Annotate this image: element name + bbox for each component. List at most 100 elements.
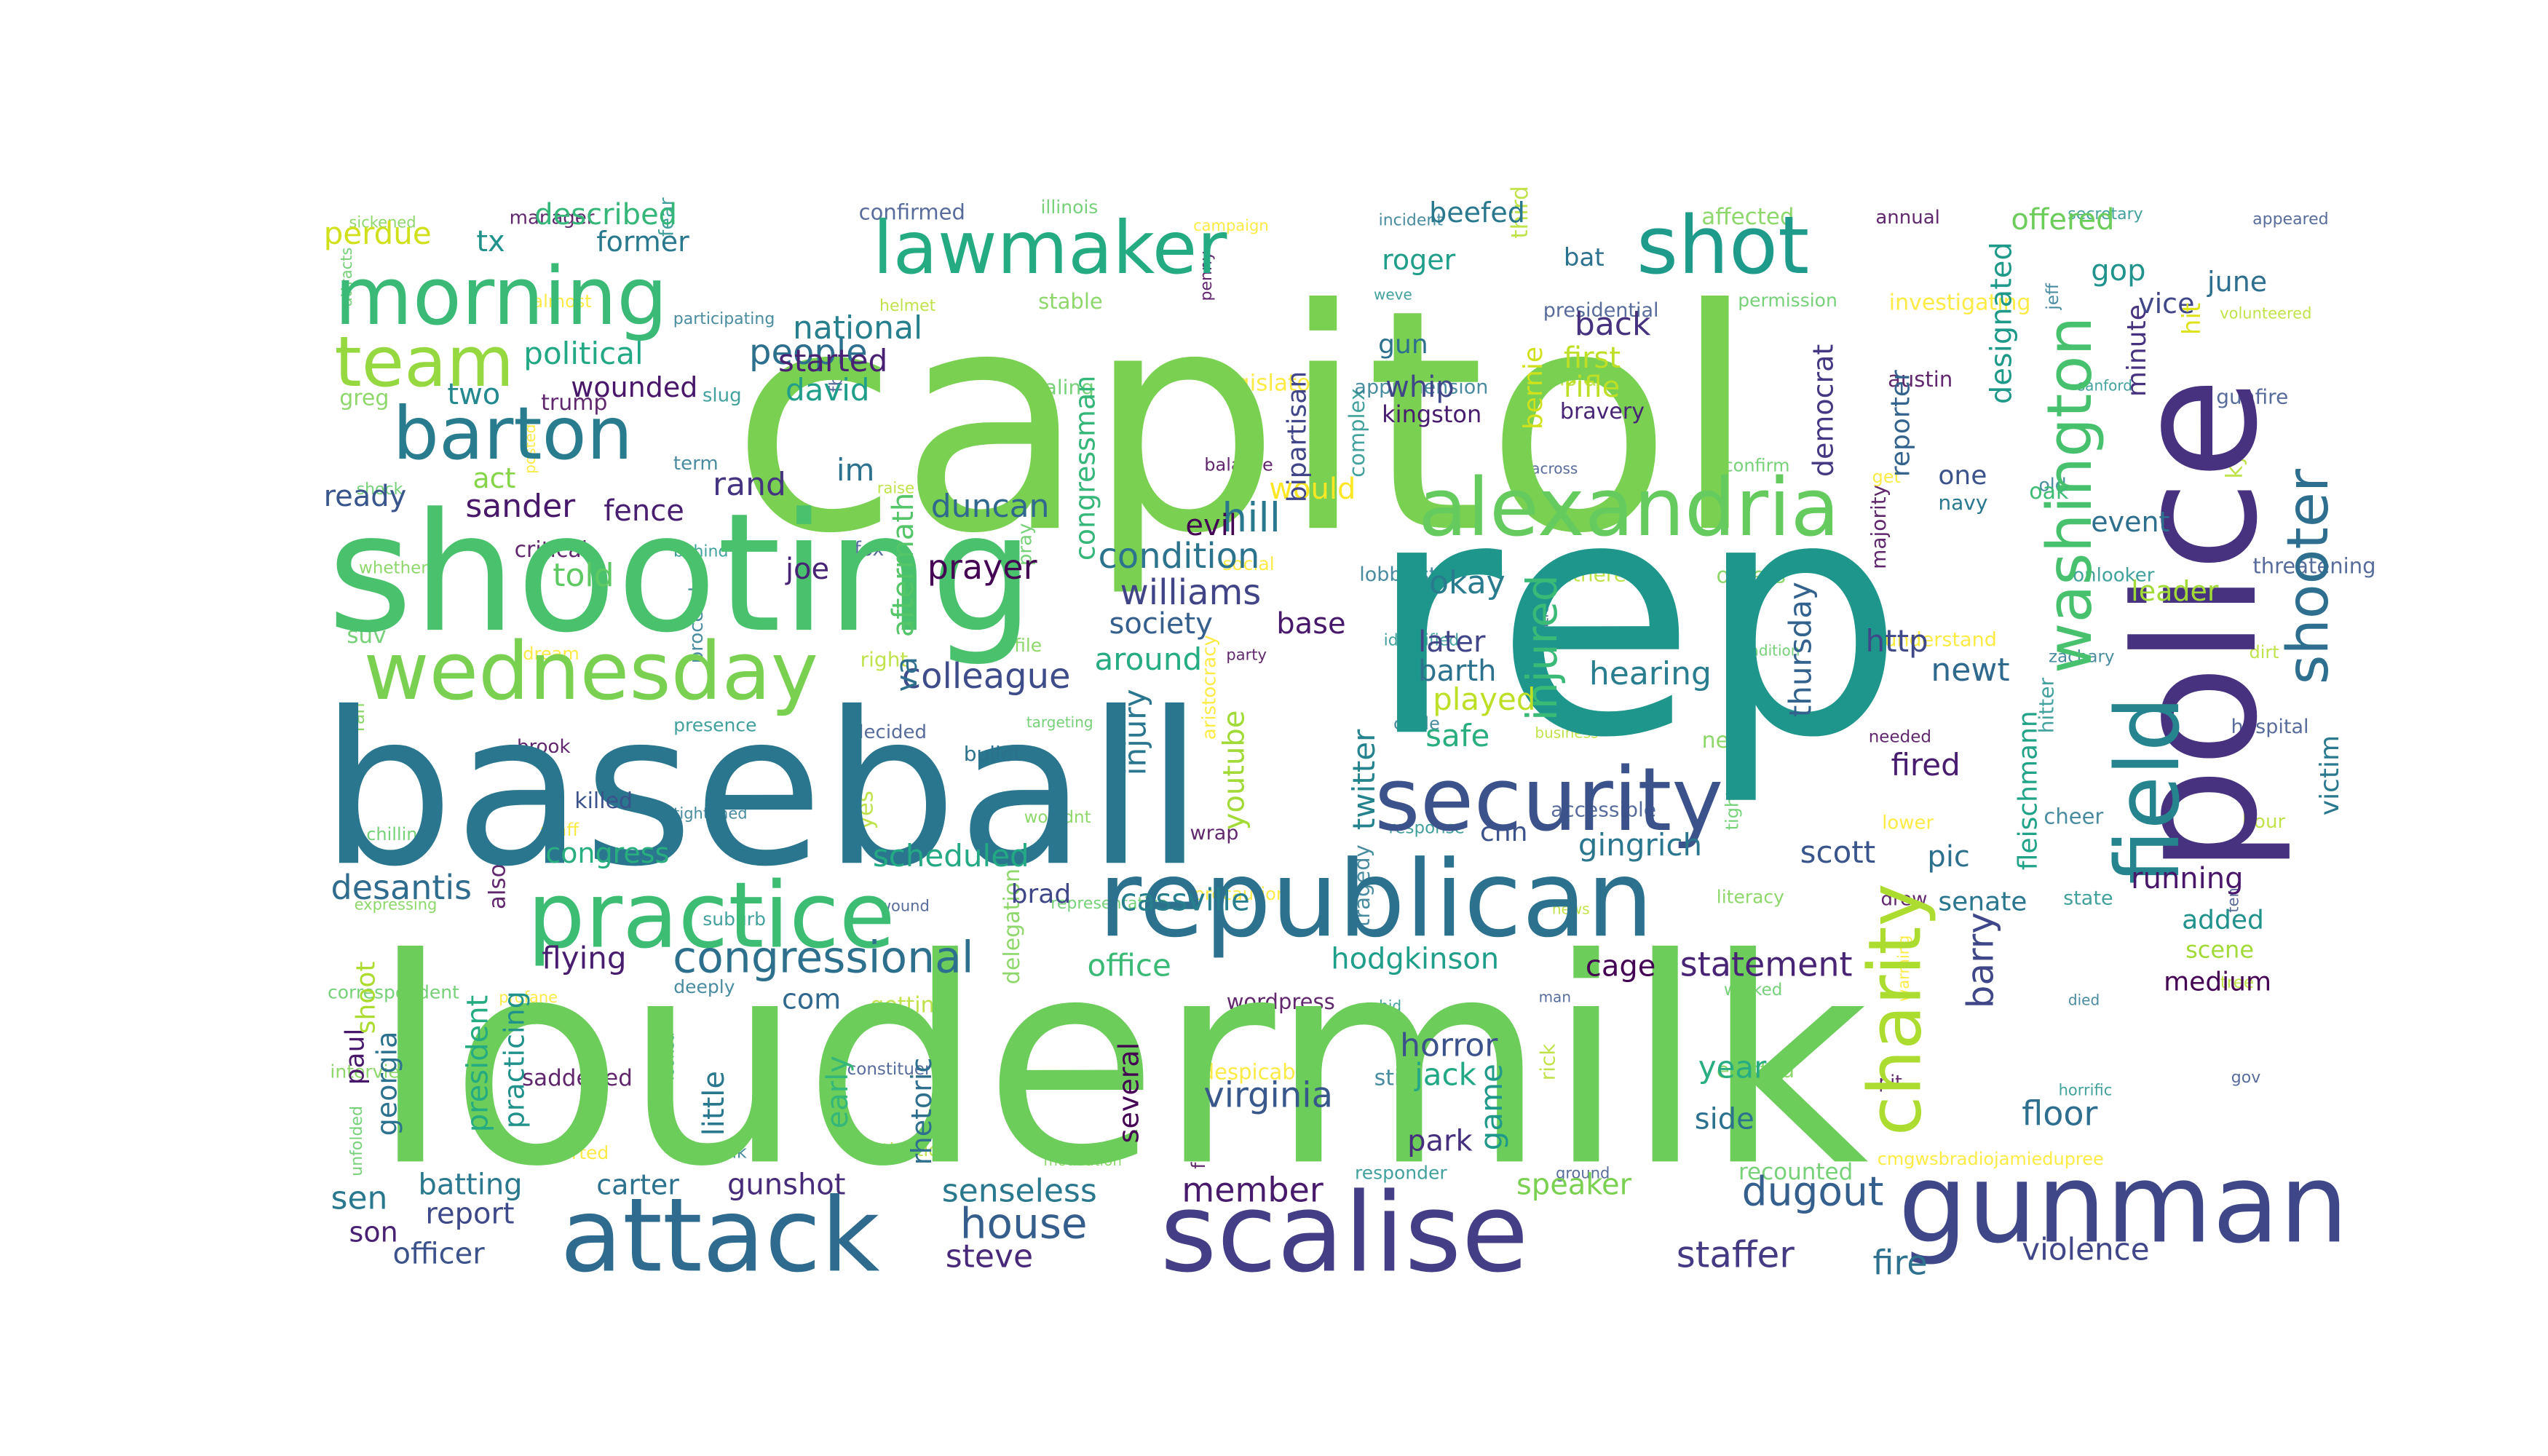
small-word-group: cmgwsbradiojamiedupree recounted ground res… [328,186,2375,1185]
small-word: identified [1384,632,1460,650]
small-word: sickened [349,213,416,231]
word-im: im [836,452,875,488]
small-word: annual [1875,207,1940,229]
word-cage: cage [1586,949,1656,983]
small-word: hitter [2035,678,2059,734]
word-http: http [1866,623,1928,659]
small-word: critical [515,537,587,563]
small-word: threatening [2252,553,2375,578]
small-word: helmet [879,297,936,315]
small-word: needed [1869,727,1931,746]
word-fired: fired [1891,747,1960,783]
small-word: campaign [1193,217,1269,234]
small-word: cheer [2043,804,2103,829]
small-word: hospital [2231,716,2309,738]
word-capitol: capitol [731,245,1757,601]
small-word: tradition [1738,642,1800,660]
small-word: pray [1014,523,1036,566]
word-fleischmann: fleischmann [2013,711,2043,870]
small-word: ran [348,703,368,732]
word-game: game [1473,1064,1509,1150]
word-jack: jack [1414,1056,1476,1092]
word-two: two [447,378,500,411]
small-word: circle [1393,713,1440,734]
word-vice: vice [2138,288,2194,320]
small-word: affected [1701,204,1794,230]
small-word: whether [359,559,428,578]
word-son: son [349,1216,398,1248]
word-june: june [2207,266,2267,298]
word-wounded: wounded [571,371,697,403]
word-member: member [1182,1170,1323,1209]
small-word: reported [531,1142,609,1163]
small-word: ky [2221,453,2247,478]
word-navy: navy [1938,491,1987,515]
small-word: party [1226,646,1267,663]
word-bat: bat [1564,243,1605,272]
word-team: team [335,323,514,403]
word-practicing: practicing [498,991,530,1128]
small-word: also [484,863,510,909]
word-told: told [553,557,614,594]
word-killed: killed [574,788,633,814]
small-word: sanford [2078,377,2132,395]
small-word: expressing [355,895,438,913]
word-office: office [1088,947,1171,983]
small-word: appeared [2252,210,2329,229]
word-sander: sander [465,488,576,525]
word-security: security [1374,750,1723,851]
word-hill: hill [1222,494,1281,541]
word-morning: morning [335,250,668,343]
small-word: trump [541,390,607,416]
word-society: society [1109,607,1213,641]
word-dugout: dugout [1742,1168,1884,1214]
small-word: suburb [703,909,766,930]
small-word: warming [1895,935,1912,1002]
small-word: right [860,647,909,671]
word-loudermilk: loudermilk [371,898,1870,1228]
word-early: early [821,1056,855,1128]
small-word: shock [357,480,403,499]
word-minute: minute [2122,304,2152,397]
small-word: manager [510,207,595,229]
word-georgia: georgia [371,1032,403,1136]
word-house: house [960,1198,1088,1248]
word-rand: rand [713,466,786,503]
word-shot: shot [1637,199,1809,292]
small-word: get [1872,467,1901,487]
word-steve: steve [946,1238,1033,1275]
word-perdue: perdue [324,215,432,251]
word-williams: williams [1120,572,1262,613]
small-word: incident [1379,211,1444,229]
word-political: political [523,336,643,371]
small-word: austin [1888,367,1952,392]
word-played: played [1433,681,1535,717]
small-word: others [1717,563,1787,589]
word-scheduled: scheduled [873,838,1029,874]
small-word: response [1388,818,1464,837]
small-word: understand [1884,628,1997,651]
small-word: permission [1738,290,1837,311]
small-word: proceeds [686,577,708,663]
word-bernie: bernie [1519,347,1548,430]
small-word: wouldnt [1024,808,1091,827]
word-scene: scene [2185,935,2254,963]
word-designated: designated [1985,242,2018,404]
word-hearing: hearing [1589,655,1712,692]
small-word: tighten [1722,767,1743,830]
small-word: social [1222,553,1274,574]
word-desantis: desantis [331,868,472,907]
small-word: tragedy [1350,844,1374,927]
small-word: file [1014,635,1042,656]
small-word: state [2063,887,2113,910]
word-staffer: staffer [1677,1233,1795,1275]
small-word: confirm [1723,455,1789,475]
small-word: aristocracy [1198,635,1220,740]
small-word: interview [330,1061,414,1082]
small-word: legislator [1215,371,1320,397]
word-beefed: beefed [1429,197,1525,229]
small-word: suv [347,622,386,649]
word-cassville: cassville [1120,882,1250,917]
